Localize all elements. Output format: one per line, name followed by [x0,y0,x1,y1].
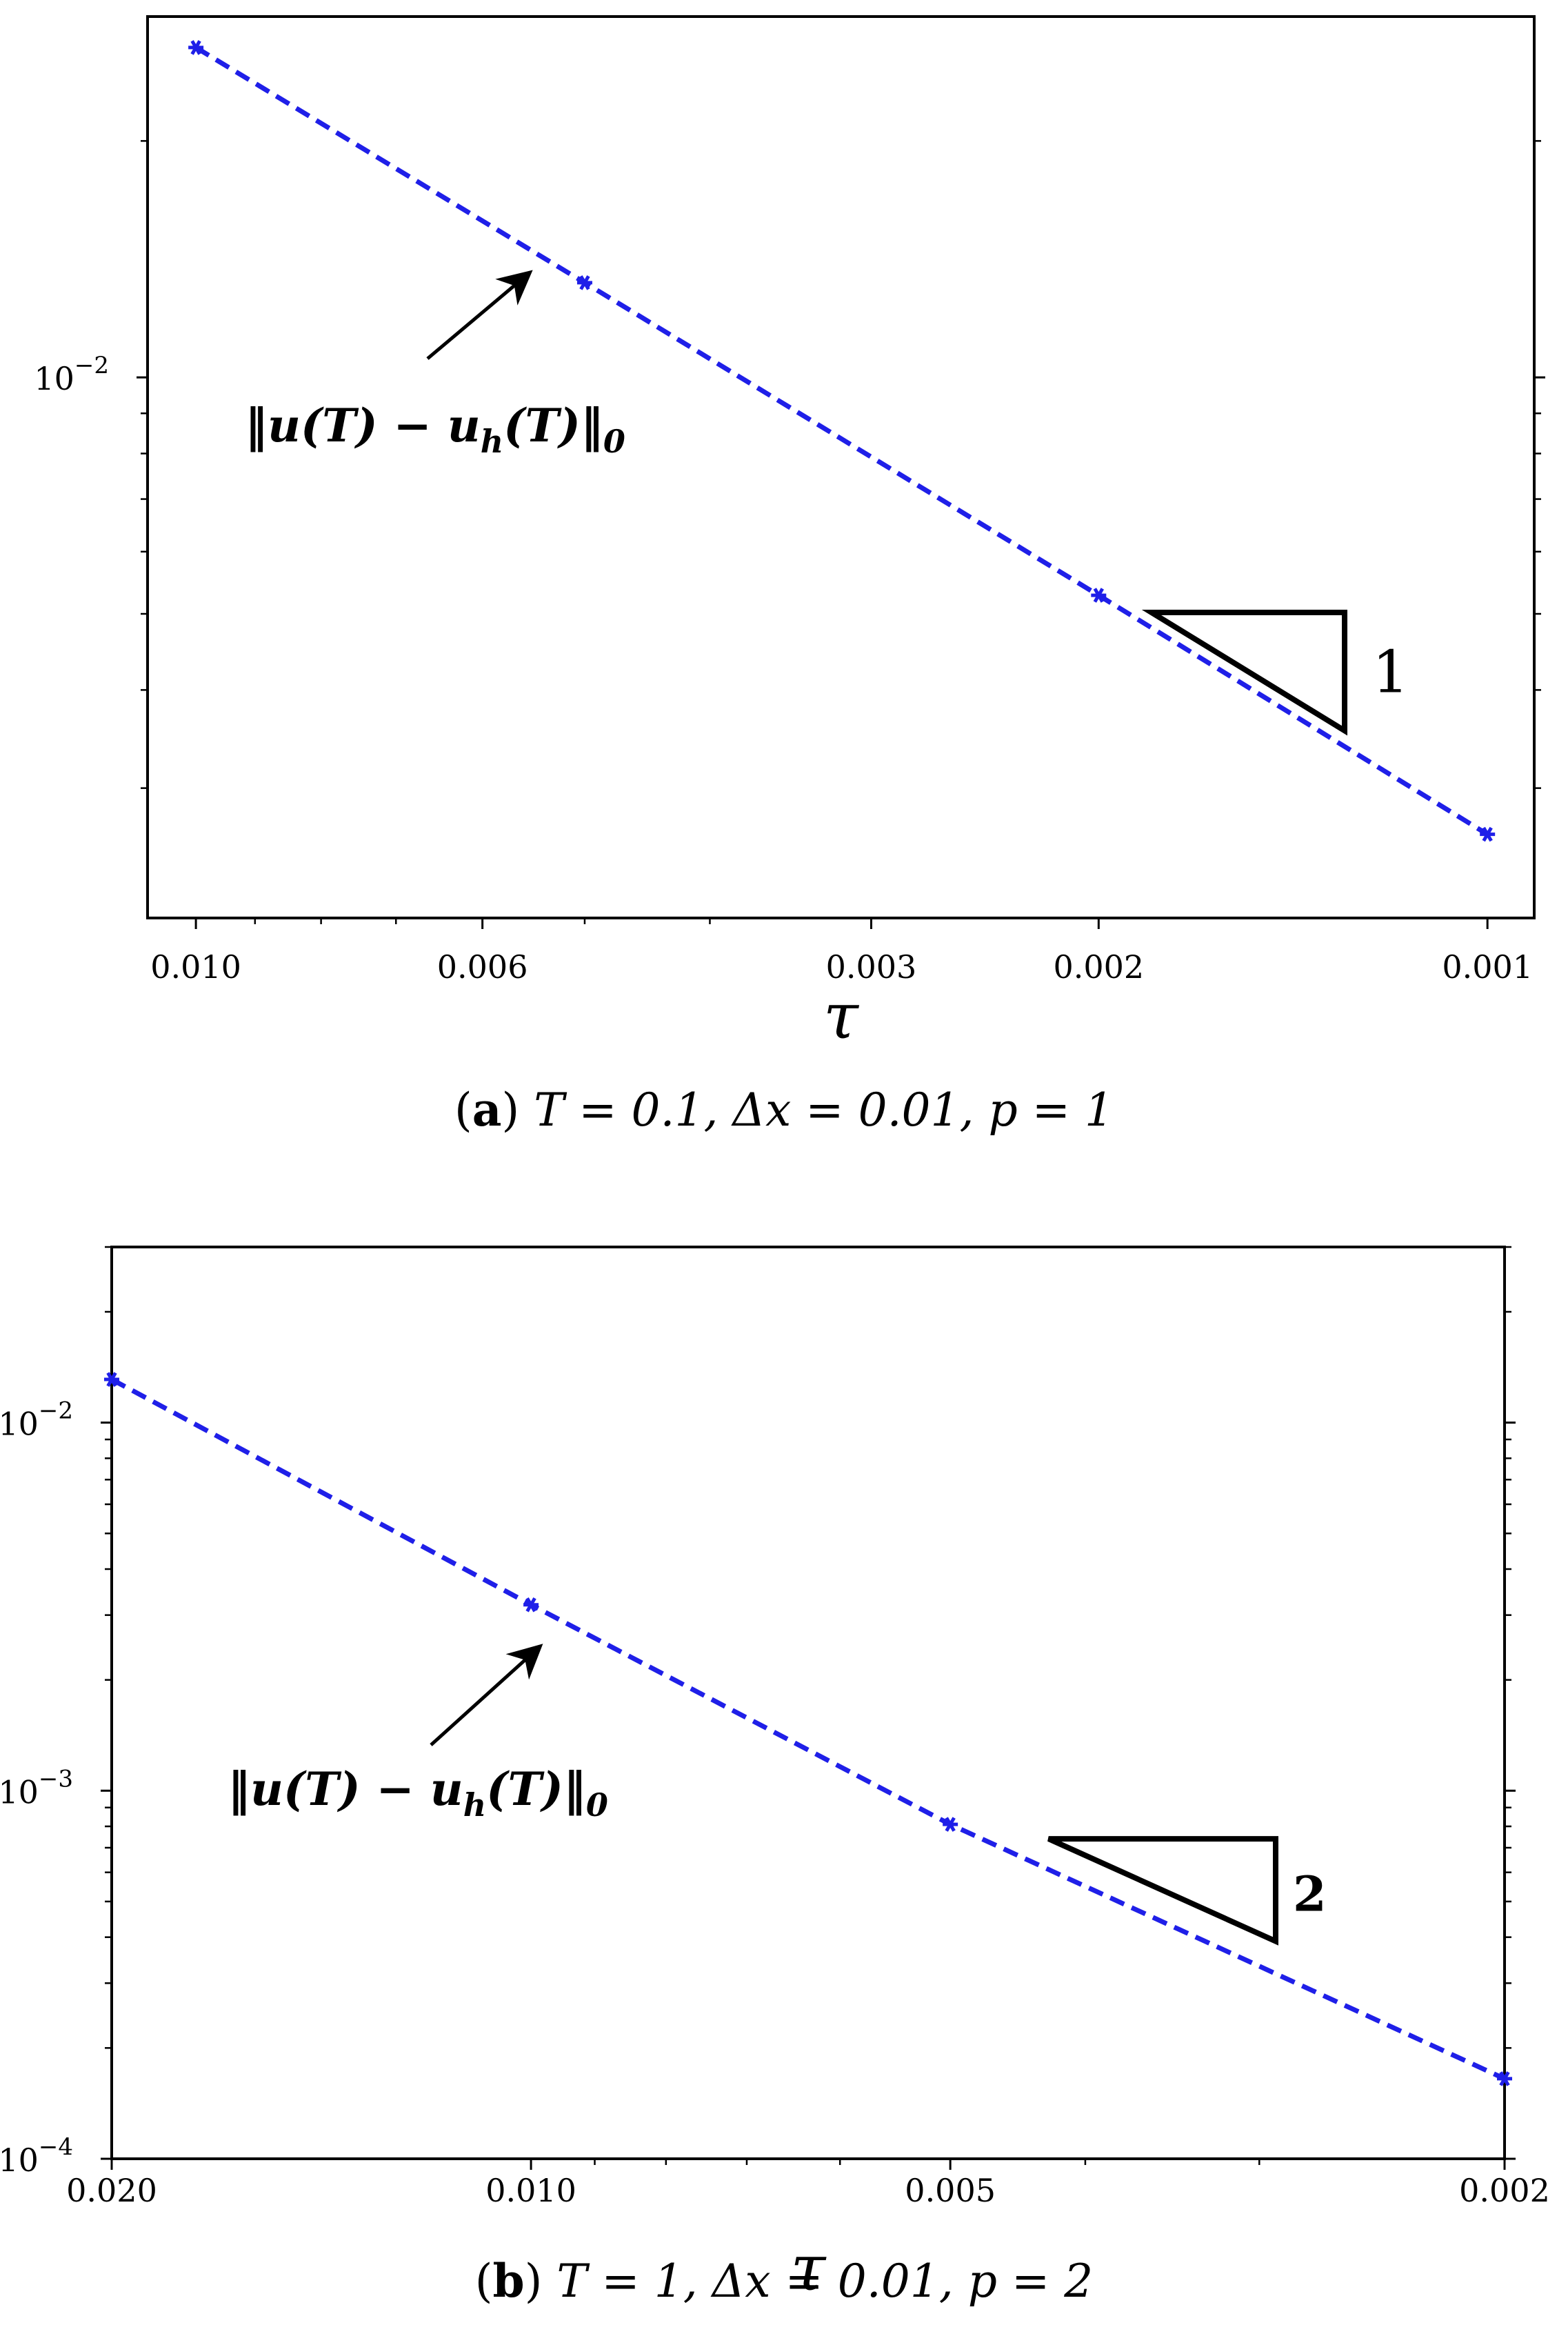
y-tick-base-a-0: 10 [34,360,74,397]
caption-a-paren-open: ( [454,1084,472,1137]
annotation-tail-b: (T)‖ [486,1762,586,1816]
x-tick-label-a-3: 0.002 [1053,948,1144,986]
y-tick-exponent-a-0: −2 [74,352,109,379]
x-tick-label-a-1: 0.006 [437,948,528,986]
series-line-a-0 [194,45,1489,837]
x-tick-label-b-2: 0.005 [905,2172,996,2209]
series-point-b-0-1 [523,1597,539,1613]
slope-triangle-label-a: 1 [1372,639,1409,706]
series-point-stroke-b-2-2 [945,1817,956,1832]
caption-a-letter: a [472,1083,502,1137]
caption-a-formula: T = 0.1, Δx = 0.01, p = 1 [534,1084,1114,1137]
slope-triangle-a [1141,610,1348,736]
series-annotation-b: ‖u(T) − uh(T)‖0 [228,1762,608,1824]
x-axis-title-b: τ [791,2231,827,2305]
series-point-stroke-a-3-2 [1482,826,1493,842]
plot-frame-a [146,15,1536,919]
y-tick-base-b-1: 10 [0,1773,39,1810]
series-annotation-a: ‖u(T) − uh(T)‖0 [245,399,625,460]
x-tick-label-a-4: 0.001 [1442,948,1533,986]
caption-a-paren-close: ) [501,1084,520,1137]
x-tick-label-b-0: 0.020 [66,2172,157,2209]
y-tick-label-b-0: 10−2 [0,1397,73,1443]
series-point-stroke-b-1-2 [525,1597,536,1613]
series-point-b-0-0 [104,1372,119,1387]
x-axis-title-a: τ [823,979,860,1053]
x-tick-label-b-1: 0.010 [485,2172,576,2209]
series-point-a-0-1 [576,275,592,290]
series-point-a-0-3 [1480,826,1496,842]
caption-b: (b) T = 1, Δx = 0.01, p = 2 [0,2254,1568,2308]
caption-a: (a) T = 0.1, Δx = 0.01, p = 1 [0,1083,1568,1137]
annotation-tail-sub-b: 0 [586,1786,608,1824]
slope-triangle-b [1047,1836,1279,1946]
series-point-stroke-a-2-2 [1093,588,1104,603]
series-point-a-0-0 [188,40,204,55]
series-point-a-0-2 [1091,588,1107,603]
caption-b-paren-open: ( [474,2255,493,2308]
y-tick-exponent-b-1: −3 [39,1765,73,1793]
annotation-sub-a: h [481,423,503,460]
caption-b-formula: T = 1, Δx = 0.01, p = 2 [556,2255,1094,2308]
plot-frame-b [110,1246,1506,2160]
y-tick-base-b-2: 10 [0,2142,39,2179]
series-line-b-0 [110,1377,1506,2082]
caption-b-letter: b [492,2254,525,2308]
slope-triangle-label-b: 2 [1293,1865,1327,1922]
series-point-stroke-b-3-2 [1499,2071,1510,2086]
y-tick-base-b-0: 10 [0,1406,39,1443]
series-point-stroke-a-0-2 [190,40,201,55]
x-tick-label-a-0: 0.010 [150,948,241,986]
x-tick-label-b-3: 0.002 [1459,2172,1550,2209]
y-tick-exponent-b-0: −2 [39,1397,73,1425]
annotation-tail-sub-a: 0 [603,423,625,460]
series-point-stroke-b-0-2 [106,1372,117,1387]
x-tick-label-a-2: 0.003 [826,948,917,986]
annotation-main-b: ‖u(T) − u [228,1762,463,1816]
series-point-stroke-a-1-2 [579,275,590,290]
y-tick-label-a-0: 10−2 [34,352,109,397]
y-tick-label-b-1: 10−3 [0,1765,73,1810]
annotation-arrow-b [430,1644,543,1746]
y-tick-label-b-2: 10−4 [0,2133,73,2179]
series-point-b-0-2 [943,1817,958,1832]
annotation-sub-b: h [463,1786,486,1824]
y-tick-exponent-b-2: −4 [39,2133,73,2161]
annotation-arrow-a [426,270,533,360]
caption-b-paren-close: ) [524,2255,543,2308]
annotation-tail-a: (T)‖ [503,399,603,452]
series-point-b-0-3 [1497,2071,1512,2086]
annotation-main-a: ‖u(T) − u [245,399,481,452]
